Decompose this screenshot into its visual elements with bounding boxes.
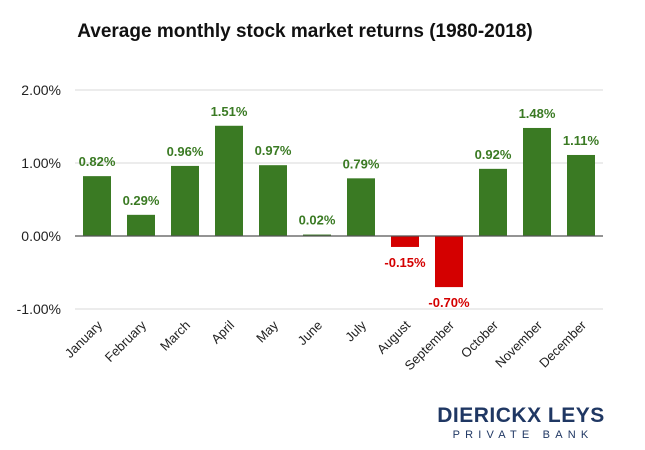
x-tick-label: July xyxy=(342,317,369,344)
data-label: 1.11% xyxy=(563,133,600,148)
bar-august xyxy=(391,236,419,247)
data-label: 1.51% xyxy=(211,104,248,119)
data-label: 0.92% xyxy=(475,147,512,162)
bars xyxy=(83,125,595,288)
x-tick-label: May xyxy=(253,317,281,345)
bar-may xyxy=(259,165,287,236)
data-label: 0.82% xyxy=(79,154,116,169)
brand-tagline: PRIVATE BANK xyxy=(453,429,594,441)
brand-name: DIERICKX LEYS xyxy=(437,404,605,427)
x-tick-label: March xyxy=(157,318,193,354)
x-tick-label: October xyxy=(458,317,502,361)
bar-june xyxy=(303,234,331,237)
x-tick-label: June xyxy=(295,318,326,349)
data-label: 0.97% xyxy=(255,143,292,158)
x-tick-label: January xyxy=(62,317,106,361)
data-label: 0.79% xyxy=(343,156,380,171)
data-label: 0.02% xyxy=(299,213,336,228)
gridlines xyxy=(75,89,603,310)
y-tick-label: 2.00% xyxy=(21,82,61,98)
data-labels: 0.82% 0.29% 0.96% 1.51% 0.97% 0.02% 0.79% -0.15… xyxy=(79,104,600,310)
x-tick-label: August xyxy=(374,317,413,356)
bar-september xyxy=(435,236,463,288)
y-tick-label: 1.00% xyxy=(21,155,61,171)
bar-november xyxy=(523,127,551,236)
chart-title: Average monthly stock market returns (19… xyxy=(77,21,533,42)
bar-april xyxy=(215,125,243,236)
y-tick-label: 0.00% xyxy=(21,228,61,244)
y-tick-label: -1.00% xyxy=(17,301,61,317)
bar-december xyxy=(567,154,595,236)
brand-logo: DIERICKX LEYS PRIVATE BANK xyxy=(437,404,605,441)
data-label: 0.96% xyxy=(167,144,204,159)
data-label: -0.70% xyxy=(428,295,470,310)
x-tick-label: December xyxy=(536,317,589,370)
y-axis: 2.00% 1.00% 0.00% -1.00% xyxy=(17,82,61,317)
data-label: -0.15% xyxy=(384,255,426,270)
bar-february xyxy=(127,214,155,236)
x-tick-label: February xyxy=(102,317,150,365)
bar-january xyxy=(83,176,111,236)
data-label: 1.48% xyxy=(519,106,556,121)
bar-march xyxy=(171,165,199,236)
bar-july xyxy=(347,178,375,236)
data-label: 0.29% xyxy=(123,193,160,208)
bar-october xyxy=(479,168,507,236)
x-tick-label: April xyxy=(208,317,237,346)
